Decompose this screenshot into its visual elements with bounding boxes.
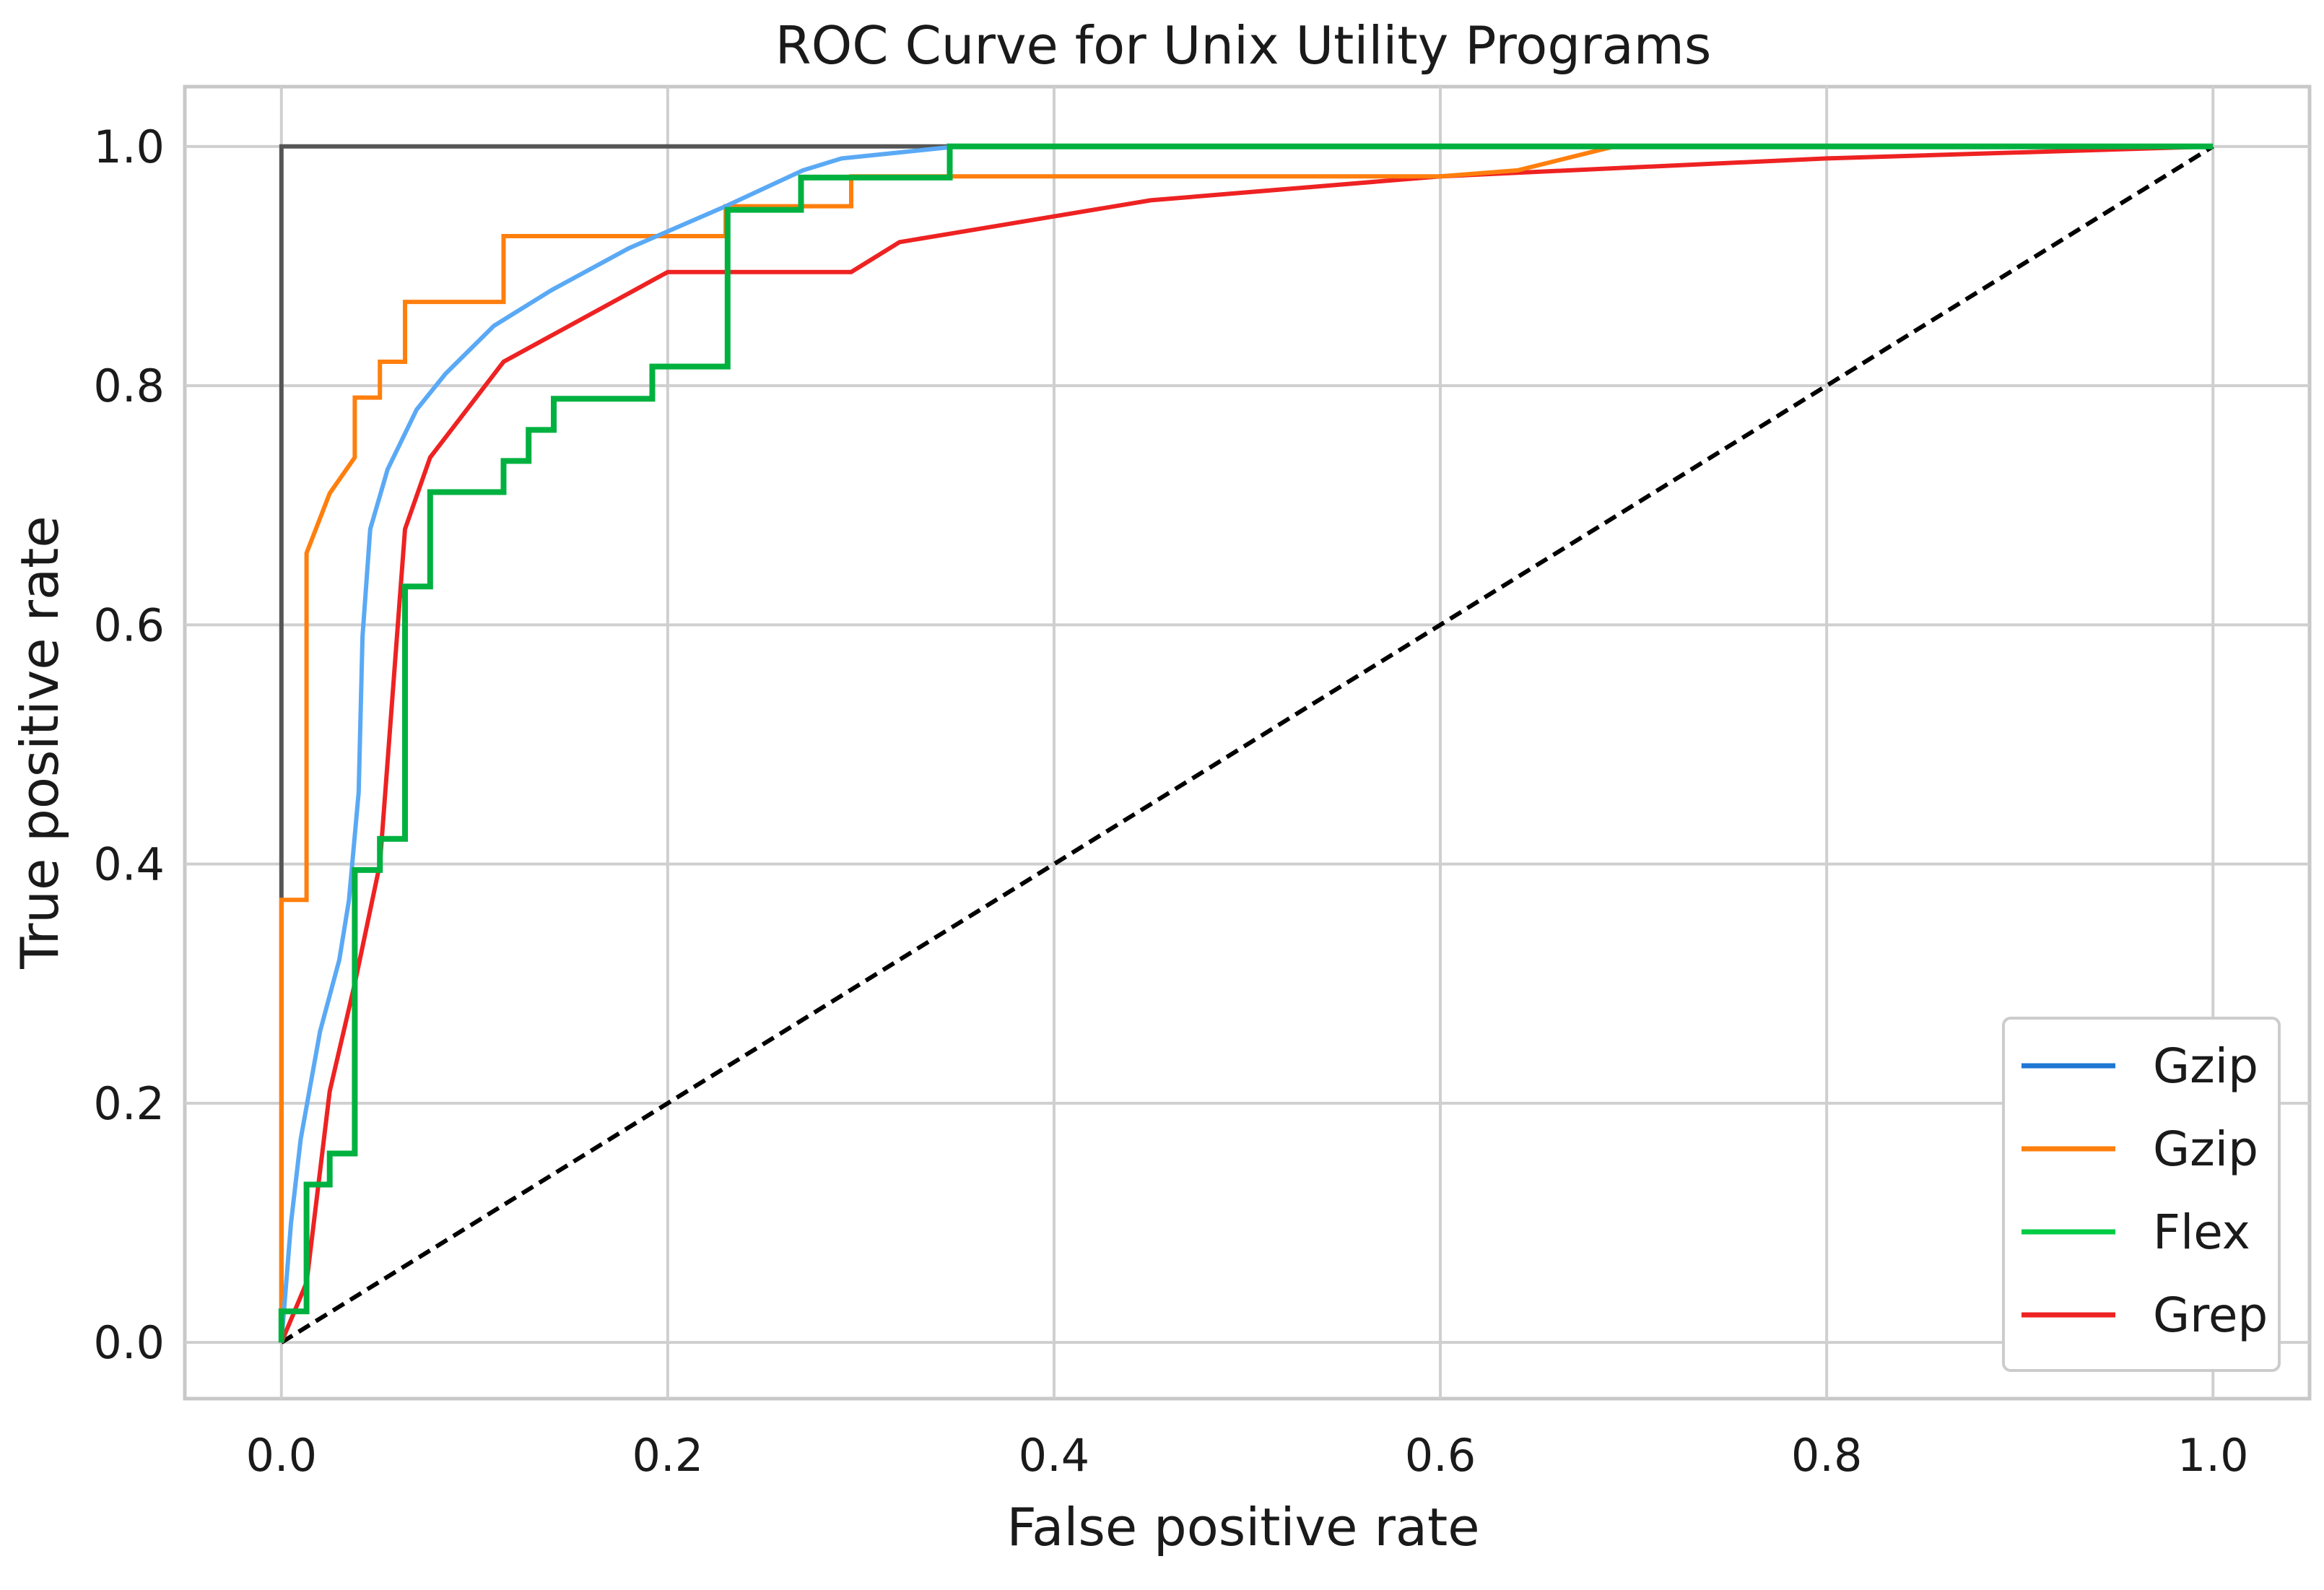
series-line-grep-3 <box>279 144 2214 1344</box>
y-axis-label: True positive rate <box>9 516 70 969</box>
y-tick-label: 0.6 <box>93 599 165 651</box>
series-line-random-classifier-5 <box>280 144 2214 1344</box>
chart-title: ROC Curve for Unix Utility Programs <box>775 15 1712 76</box>
y-tick-label: 0.4 <box>93 838 165 891</box>
x-tick-label: 0.6 <box>1405 1429 1476 1482</box>
x-tick-label: 1.0 <box>2177 1429 2249 1482</box>
x-tick-label: 0.8 <box>1791 1429 1863 1482</box>
legend-label: Gzip <box>2153 1121 2258 1177</box>
legend-label: Gzip <box>2153 1038 2258 1094</box>
x-tick-label: 0.2 <box>632 1429 704 1482</box>
y-tick-label: 0.8 <box>93 360 165 412</box>
y-tick-label: 1.0 <box>93 121 165 173</box>
legend-box <box>2002 1017 2281 1372</box>
legend-label: Grep <box>2153 1287 2268 1343</box>
series-line-gzip-0 <box>279 144 2214 1343</box>
x-tick-label: 0.0 <box>245 1429 317 1482</box>
series-layer <box>278 143 2214 1344</box>
y-tick-label: 0.0 <box>93 1316 165 1369</box>
x-axis-label: False positive rate <box>1006 1497 1479 1558</box>
x-tick-labels: 0.0 0.2 0.4 0.6 0.8 1.0 <box>245 1429 2248 1482</box>
y-tick-labels: 0.0 0.2 0.4 0.6 0.8 1.0 <box>93 121 165 1369</box>
x-tick-label: 0.4 <box>1019 1429 1090 1482</box>
legend: Gzip Gzip Flex Grep <box>2002 1017 2281 1372</box>
series-line-flex-2 <box>278 143 2214 1343</box>
legend-label: Flex <box>2153 1204 2250 1260</box>
series-line-gzip-1 <box>279 144 2214 1343</box>
y-tick-label: 0.2 <box>93 1077 165 1130</box>
